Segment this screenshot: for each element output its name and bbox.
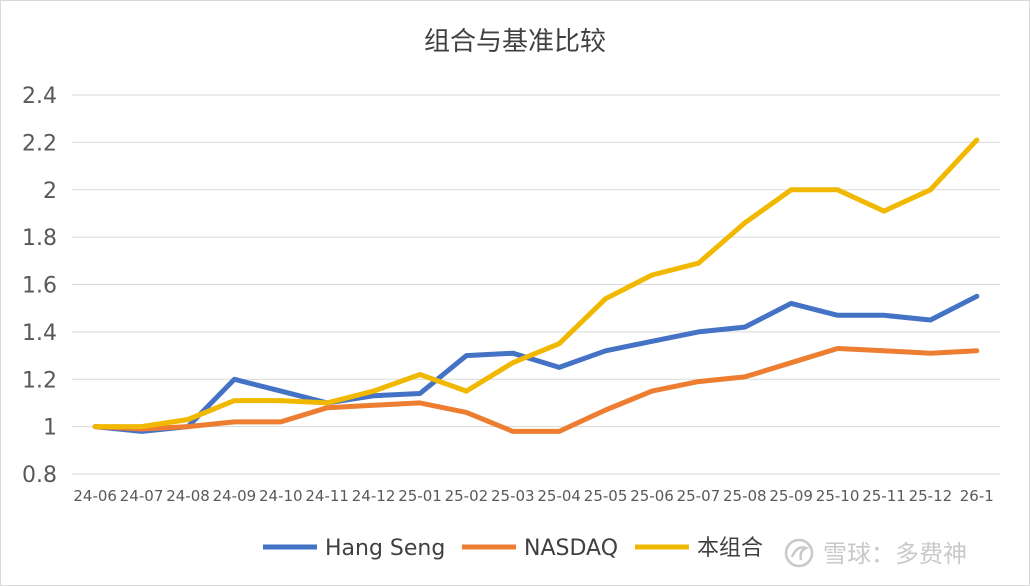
x-axis-ticks: 24-06 24-07 24-08 24-09 24-10 24-11 24-12 25-01… — [73, 487, 993, 505]
x-tick-label: 25-05 — [584, 487, 628, 505]
x-tick-label: 25-04 — [537, 487, 581, 505]
x-tick-label: 25-03 — [491, 487, 535, 505]
legend-label-0: Hang Seng — [325, 536, 445, 561]
x-tick-label: 26-1 — [960, 487, 994, 505]
y-tick-label: 2 — [43, 179, 57, 204]
series-lines — [92, 137, 980, 434]
snowball-logo-icon — [784, 538, 814, 568]
y-tick-label: 1.6 — [22, 274, 57, 299]
y-tick-label: 1.4 — [22, 321, 57, 346]
x-tick-label: 25-07 — [677, 487, 721, 505]
y-tick-label: 1 — [43, 416, 57, 441]
watermark-text: 雪球：多费神 — [823, 540, 967, 568]
x-tick-label: 24-06 — [73, 487, 117, 505]
y-tick-label: 1.8 — [22, 226, 57, 251]
series-line-2 — [92, 137, 980, 430]
x-tick-label: 24-11 — [305, 487, 349, 505]
x-tick-label: 24-09 — [213, 487, 257, 505]
x-tick-label: 24-08 — [166, 487, 210, 505]
x-tick-label: 25-12 — [909, 487, 953, 505]
y-tick-label: 2.4 — [22, 84, 57, 109]
x-tick-label: 25-10 — [816, 487, 860, 505]
watermark: 雪球：多费神 — [784, 538, 967, 568]
x-tick-label: 25-09 — [769, 487, 813, 505]
x-tick-label: 25-02 — [445, 487, 489, 505]
x-tick-label: 24-12 — [352, 487, 396, 505]
y-tick-label: 2.2 — [22, 131, 57, 156]
y-tick-label: 1.2 — [22, 368, 57, 393]
chart-title: 组合与基准比较 — [424, 27, 606, 57]
series-line-0 — [92, 293, 980, 434]
legend-label-2: 本组合 — [697, 536, 763, 561]
x-tick-label: 25-11 — [862, 487, 906, 505]
gridlines — [72, 94, 1000, 475]
legend-label-1: NASDAQ — [524, 536, 618, 561]
series-line-1 — [92, 346, 980, 434]
x-tick-label: 25-06 — [630, 487, 674, 505]
legend: Hang Seng NASDAQ 本组合 — [263, 536, 763, 561]
x-tick-label: 25-08 — [723, 487, 767, 505]
x-tick-label: 24-07 — [120, 487, 164, 505]
y-tick-label: 0.8 — [22, 463, 57, 488]
x-tick-label: 24-10 — [259, 487, 303, 505]
x-tick-label: 25-01 — [398, 487, 442, 505]
y-axis-ticks: 0.8 1 1.2 1.4 1.6 1.8 2 2.2 2.4 — [22, 84, 57, 488]
